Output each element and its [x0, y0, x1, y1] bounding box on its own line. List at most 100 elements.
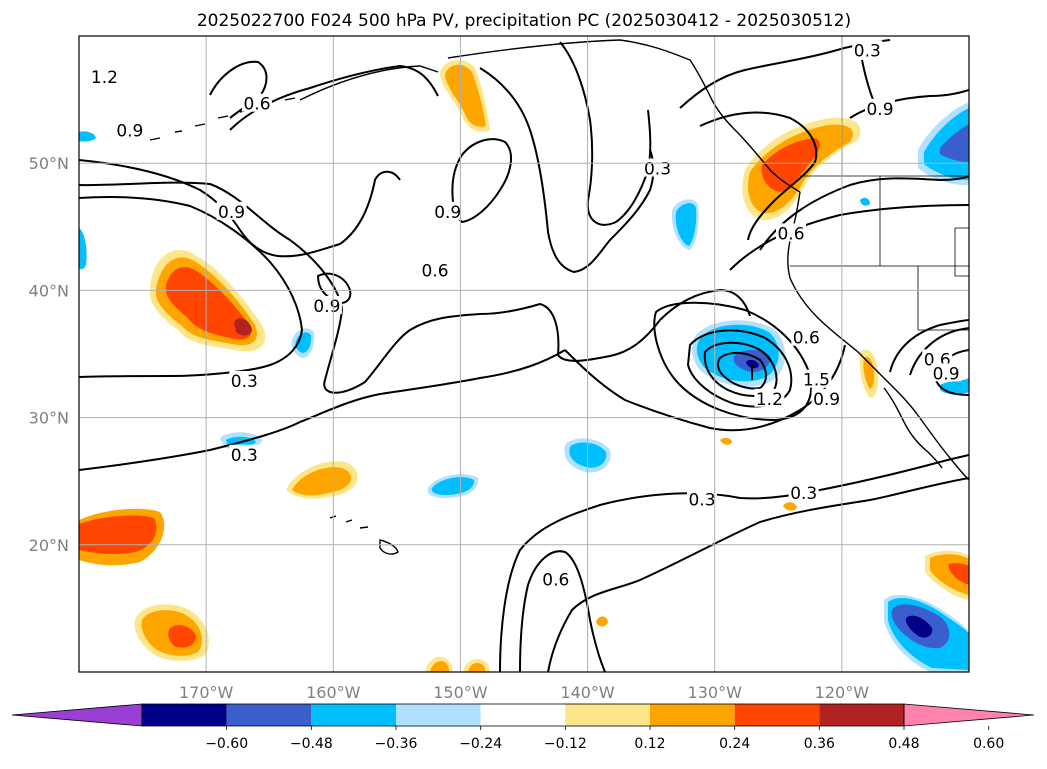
precip-blob-positive — [165, 267, 252, 340]
colorbar-tick-label: 0.36 — [804, 736, 835, 752]
longitude-tick-label: 120°W — [815, 683, 870, 702]
contour-label: 0.3 — [688, 490, 715, 510]
contour-label: 0.3 — [790, 484, 817, 504]
contour-label: 0.9 — [116, 121, 143, 141]
contour-line — [79, 349, 566, 471]
contour-line — [759, 175, 969, 251]
contour-line — [519, 550, 606, 672]
colorbar-tick-label: −0.48 — [290, 736, 333, 752]
precip-blob-positive — [468, 662, 486, 672]
contour-label-background — [791, 327, 822, 346]
contour-label: 0.9 — [933, 364, 960, 384]
contour-line — [717, 352, 767, 390]
precip-blob-positive — [168, 625, 196, 648]
contour-line — [699, 111, 818, 241]
longitude-labels: 170°W 160°W 150°W 140°W 130°W 120°W — [179, 683, 869, 702]
contour-label: 0.6 — [243, 95, 270, 115]
contour-label: 0.6 — [542, 570, 569, 590]
contour-label: 1.2 — [756, 390, 783, 410]
contour-label-background — [931, 363, 962, 382]
precip-blob-negative — [940, 378, 969, 395]
latitude-tick-label: 50°N — [29, 154, 69, 173]
colorbar-segment — [311, 704, 396, 726]
chart-title: 2025022700 F024 500 hPa PV, precipitatio… — [197, 11, 851, 31]
precip-blob-negative — [905, 615, 933, 638]
precip-blob-positive — [596, 616, 608, 627]
contour-label-background — [540, 569, 571, 588]
contour-label-background — [811, 388, 842, 407]
precip-blob-negative — [79, 228, 87, 270]
baja-coast — [883, 387, 943, 469]
precip-blob-positive — [292, 467, 352, 496]
colorbar-tick-label: −0.36 — [375, 736, 418, 752]
precip-blob-positive — [948, 563, 969, 585]
pv-contours — [79, 39, 969, 672]
colorbar-tick-label: −0.12 — [544, 736, 587, 752]
contour-label: 1.5 — [803, 371, 830, 391]
contour-label: 0.9 — [313, 297, 340, 317]
latitude-labels: 20°N 30°N 40°N 50°N — [29, 154, 69, 555]
contour-line — [729, 204, 969, 271]
colorbar-segment — [396, 704, 481, 726]
precip-blob-positive — [761, 138, 820, 192]
contour-label-background — [216, 201, 247, 220]
precip-blob-negative — [860, 197, 870, 206]
colorbar-tick-label: −0.24 — [459, 736, 502, 752]
contour-label: 0.3 — [644, 160, 671, 180]
colorbar-segment — [565, 704, 650, 726]
colorbar-extend-low — [11, 703, 143, 727]
precip-blob-negative — [675, 203, 697, 246]
precip-blob-positive — [430, 661, 450, 672]
contour-label-background — [311, 295, 342, 314]
contour-label: 0.3 — [854, 41, 881, 61]
contour-line — [316, 272, 352, 304]
contour-label-background — [754, 388, 785, 407]
precip-blob-negative — [431, 477, 475, 495]
longitude-tick-label: 130°W — [688, 683, 743, 702]
precip-blob-positive — [445, 64, 486, 127]
colorbar: −0.60 −0.48 −0.36 −0.24 −0.12 0.12 0.24 0.36 0.4… — [11, 703, 1035, 752]
colorbar-segment — [650, 704, 735, 726]
contour-label-background — [801, 369, 832, 388]
longitude-tick-label: 170°W — [179, 683, 234, 702]
contour-line — [479, 67, 655, 274]
longitude-tick-label: 160°W — [306, 683, 361, 702]
latitude-tick-label: 20°N — [29, 536, 69, 555]
contour-label-background — [788, 482, 819, 501]
contour-line — [547, 477, 969, 672]
contour-label-background — [852, 40, 883, 59]
latitude-tick-label: 40°N — [29, 281, 69, 300]
contour-label-background — [776, 223, 806, 242]
contour-label: 0.9 — [218, 203, 245, 223]
contour-line — [79, 159, 401, 258]
longitude-tick-label: 140°W — [560, 683, 615, 702]
colorbar-tick-label: −0.60 — [205, 736, 248, 752]
colorbar-segment — [480, 704, 566, 726]
latitude-tick-label: 30°N — [29, 409, 69, 428]
colorbar-segment — [142, 704, 227, 726]
contour-line — [686, 329, 793, 408]
contour-line — [499, 454, 969, 672]
colorbar-tick-label: 0.24 — [719, 736, 750, 752]
contour-line — [889, 319, 969, 373]
colorbar-segment — [734, 704, 820, 726]
contour-label-background — [432, 201, 463, 220]
contour-label-background — [687, 489, 717, 508]
contour-label-background — [114, 120, 145, 139]
colorbar-segment — [819, 704, 904, 726]
contour-label: 1.2 — [91, 68, 118, 88]
contour-label: 0.6 — [793, 329, 820, 349]
contour-label: 0.9 — [434, 203, 461, 223]
colorbar-tick-label: 0.12 — [634, 736, 665, 752]
contour-label-background — [865, 98, 895, 117]
precip-blob-negative — [79, 131, 96, 142]
contour-label-background — [229, 444, 260, 463]
contour-label-background — [420, 260, 450, 279]
colorbar-tick-label: 0.48 — [888, 736, 919, 752]
contour-label-background — [229, 370, 260, 389]
contour-line — [79, 181, 751, 394]
contour-label-background — [922, 349, 953, 368]
contour-label: 0.6 — [777, 224, 804, 244]
contour-label: 0.3 — [231, 372, 258, 392]
precip-blob-positive — [720, 437, 732, 445]
